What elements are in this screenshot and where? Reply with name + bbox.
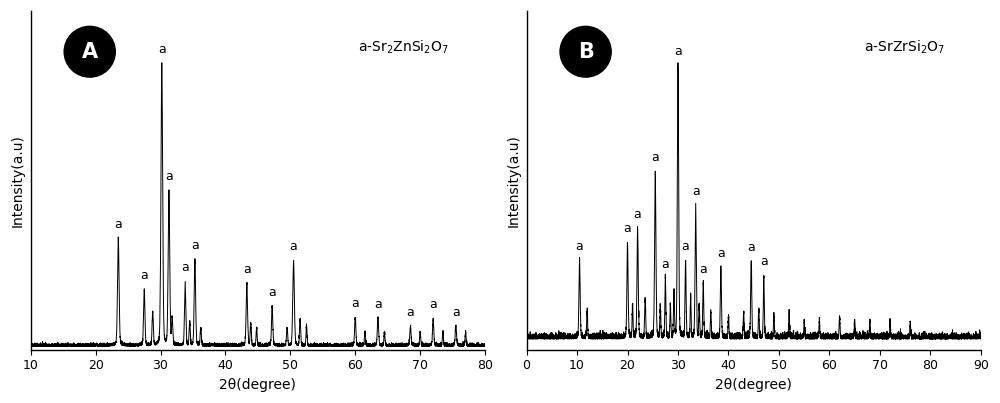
Text: a: a bbox=[158, 43, 166, 56]
Text: a: a bbox=[140, 269, 148, 282]
Text: a: a bbox=[682, 240, 689, 253]
Text: a: a bbox=[699, 263, 707, 276]
Text: a: a bbox=[429, 298, 437, 311]
Text: a: a bbox=[181, 261, 189, 274]
Text: a: a bbox=[651, 151, 659, 164]
Ellipse shape bbox=[560, 26, 611, 77]
Text: a: a bbox=[243, 264, 251, 276]
Text: a: a bbox=[717, 247, 725, 260]
Text: a: a bbox=[576, 240, 583, 253]
Text: B: B bbox=[578, 42, 594, 62]
Text: a: a bbox=[290, 240, 297, 253]
Y-axis label: Intensity(a.u): Intensity(a.u) bbox=[507, 134, 521, 227]
Text: a: a bbox=[674, 45, 682, 58]
Y-axis label: Intensity(a.u): Intensity(a.u) bbox=[11, 134, 25, 227]
Text: a-Sr$_2$ZnSi$_2$O$_7$: a-Sr$_2$ZnSi$_2$O$_7$ bbox=[358, 38, 449, 56]
Text: a: a bbox=[692, 185, 700, 199]
X-axis label: 2θ(degree): 2θ(degree) bbox=[219, 378, 296, 392]
Text: a: a bbox=[760, 256, 768, 268]
Text: a: a bbox=[268, 286, 276, 299]
Text: a: a bbox=[374, 298, 382, 311]
Text: a-SrZrSi$_2$O$_7$: a-SrZrSi$_2$O$_7$ bbox=[864, 38, 945, 56]
Text: a: a bbox=[165, 170, 173, 183]
Text: a: a bbox=[114, 218, 122, 231]
Text: A: A bbox=[82, 42, 98, 62]
Text: a: a bbox=[407, 306, 414, 319]
Text: a: a bbox=[662, 258, 669, 271]
Ellipse shape bbox=[64, 26, 115, 77]
Text: a: a bbox=[351, 297, 359, 310]
X-axis label: 2θ(degree): 2θ(degree) bbox=[715, 378, 792, 392]
Text: a: a bbox=[624, 222, 631, 235]
Text: a: a bbox=[634, 208, 641, 220]
Text: a: a bbox=[747, 241, 755, 254]
Text: a: a bbox=[452, 305, 460, 319]
Text: a: a bbox=[191, 239, 199, 251]
